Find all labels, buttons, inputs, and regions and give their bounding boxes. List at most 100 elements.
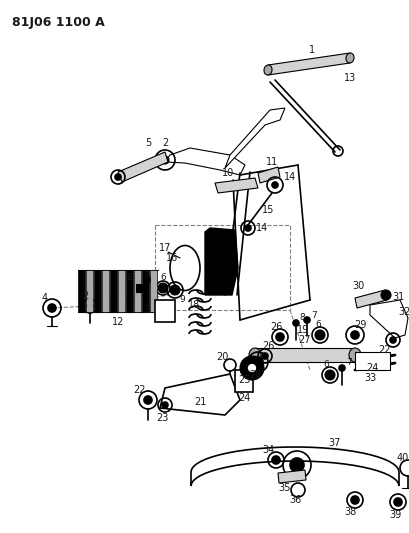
Text: 2: 2: [162, 138, 168, 148]
Circle shape: [292, 320, 298, 326]
Circle shape: [380, 290, 390, 300]
Polygon shape: [214, 178, 257, 193]
Text: 27: 27: [298, 335, 310, 345]
Text: 22: 22: [133, 385, 146, 395]
Text: 10: 10: [221, 168, 234, 178]
Text: 34: 34: [261, 445, 274, 455]
Circle shape: [48, 304, 56, 312]
Circle shape: [275, 333, 283, 341]
Text: 20: 20: [215, 352, 228, 362]
Circle shape: [157, 283, 168, 293]
Text: 13: 13: [343, 73, 355, 83]
Text: 4: 4: [42, 293, 48, 303]
Ellipse shape: [345, 53, 353, 63]
Text: 8: 8: [299, 313, 304, 322]
Text: 23: 23: [155, 413, 168, 423]
Bar: [126, 270, 133, 312]
Text: 7: 7: [310, 311, 316, 319]
Polygon shape: [191, 447, 398, 486]
Circle shape: [252, 357, 262, 367]
Polygon shape: [254, 348, 354, 362]
Polygon shape: [257, 167, 279, 183]
Bar: [150, 270, 157, 312]
Text: 24: 24: [365, 363, 377, 373]
Circle shape: [87, 303, 93, 309]
Text: 37: 37: [328, 438, 340, 448]
Bar: [78, 270, 85, 312]
Polygon shape: [354, 290, 386, 308]
Text: 24: 24: [237, 393, 249, 403]
Circle shape: [162, 402, 168, 408]
Circle shape: [246, 363, 256, 373]
Circle shape: [350, 331, 358, 339]
Polygon shape: [277, 470, 305, 483]
Text: 26: 26: [261, 341, 274, 351]
Circle shape: [303, 317, 309, 323]
Text: 2: 2: [82, 291, 88, 301]
Text: 1: 1: [308, 45, 314, 55]
Bar: [155, 300, 175, 322]
Circle shape: [350, 496, 358, 504]
Circle shape: [115, 174, 121, 180]
Circle shape: [393, 498, 401, 506]
Bar: [354, 352, 389, 370]
Text: 32: 32: [398, 307, 409, 317]
Bar: [134, 270, 141, 312]
Polygon shape: [225, 108, 284, 168]
Text: 30: 30: [351, 281, 363, 291]
Circle shape: [170, 285, 180, 295]
Text: 9: 9: [179, 295, 184, 304]
Text: 22: 22: [378, 345, 390, 355]
Text: 81J06 1100 A: 81J06 1100 A: [12, 16, 104, 29]
Text: 6: 6: [315, 320, 320, 329]
Text: 17: 17: [158, 243, 171, 253]
Bar: [155, 225, 289, 310]
Polygon shape: [164, 148, 245, 175]
Text: 28: 28: [248, 370, 261, 380]
Text: 21: 21: [193, 397, 206, 407]
Circle shape: [161, 156, 169, 164]
Text: 39: 39: [388, 510, 400, 520]
Text: 5: 5: [144, 138, 151, 148]
Text: 35: 35: [278, 483, 290, 493]
Circle shape: [324, 370, 334, 380]
Text: 15: 15: [261, 205, 274, 215]
Circle shape: [289, 458, 303, 472]
Text: 38: 38: [343, 507, 355, 517]
Text: 19: 19: [296, 325, 308, 335]
Polygon shape: [369, 300, 407, 338]
Bar: [118, 270, 125, 312]
Text: 36: 36: [288, 495, 300, 505]
Text: 26: 26: [269, 322, 281, 332]
Bar: [102, 270, 109, 312]
Bar: [86, 270, 93, 312]
Text: 16: 16: [166, 253, 178, 263]
Text: 12: 12: [112, 317, 124, 327]
Text: 33: 33: [363, 373, 375, 383]
Bar: [136, 284, 146, 292]
Circle shape: [144, 396, 152, 404]
Circle shape: [261, 353, 267, 359]
Bar: [110, 270, 117, 312]
Text: 11: 11: [265, 157, 277, 167]
Text: 31: 31: [391, 292, 403, 302]
Text: 29: 29: [353, 320, 365, 330]
Polygon shape: [160, 374, 239, 415]
Ellipse shape: [248, 348, 261, 362]
Text: 7: 7: [345, 359, 351, 367]
Bar: [142, 270, 149, 312]
Text: 14: 14: [283, 172, 295, 182]
Polygon shape: [204, 228, 237, 295]
Circle shape: [239, 356, 263, 380]
Text: 40: 40: [396, 453, 408, 463]
Circle shape: [389, 337, 395, 343]
Circle shape: [245, 225, 250, 231]
Ellipse shape: [348, 348, 360, 362]
Polygon shape: [118, 152, 168, 182]
Text: 7: 7: [143, 271, 148, 279]
Circle shape: [314, 330, 324, 340]
Circle shape: [271, 456, 279, 464]
Circle shape: [338, 365, 344, 371]
Text: 25: 25: [238, 375, 251, 385]
Text: 14: 14: [255, 223, 267, 233]
